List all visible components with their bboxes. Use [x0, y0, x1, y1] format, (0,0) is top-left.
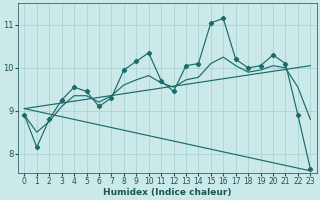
X-axis label: Humidex (Indice chaleur): Humidex (Indice chaleur): [103, 188, 232, 197]
